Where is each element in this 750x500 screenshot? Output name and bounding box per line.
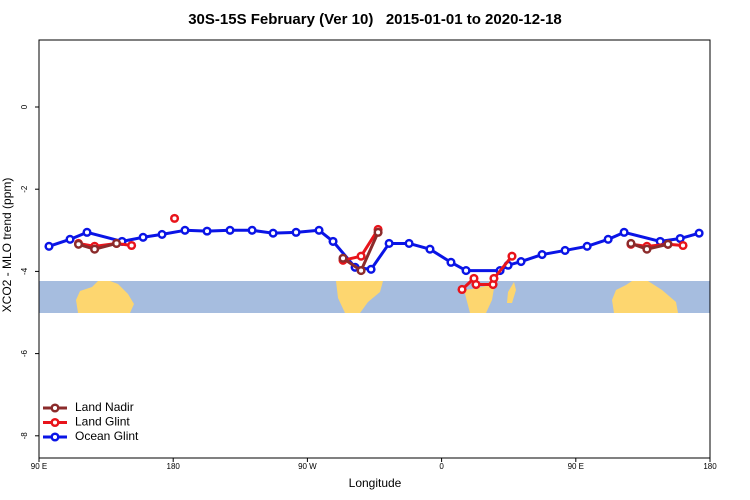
legend-marker bbox=[50, 432, 60, 442]
data-point bbox=[626, 238, 636, 249]
data-point bbox=[202, 226, 212, 236]
series bbox=[73, 227, 673, 276]
data-point bbox=[180, 225, 190, 235]
y-axis-label: XCO2 - MLO trend (ppm) bbox=[0, 178, 14, 313]
y-tick-label: 0 bbox=[20, 104, 29, 109]
chart-title: 30S-15S February (Ver 10) 2015-01-01 to … bbox=[188, 11, 562, 28]
data-point bbox=[461, 266, 471, 276]
data-point bbox=[127, 240, 137, 251]
x-tick-label: 180 bbox=[703, 462, 717, 471]
legend-label: Land Glint bbox=[75, 415, 130, 429]
data-point bbox=[90, 244, 100, 254]
legend-label: Ocean Glint bbox=[75, 429, 139, 443]
data-point bbox=[694, 228, 704, 238]
data-point bbox=[291, 227, 301, 237]
data-point bbox=[328, 236, 338, 246]
data-point bbox=[373, 227, 383, 237]
data-point bbox=[404, 238, 414, 249]
data-point bbox=[44, 241, 54, 251]
data-point bbox=[111, 238, 122, 249]
data-point bbox=[603, 234, 613, 244]
data-point bbox=[157, 229, 167, 239]
y-tick-label: -6 bbox=[20, 350, 29, 358]
data-point bbox=[582, 241, 592, 251]
legend-marker bbox=[50, 417, 60, 428]
x-axis-label: Longitude bbox=[349, 476, 402, 490]
data-point bbox=[138, 232, 148, 242]
x-tick-label: 90 E bbox=[568, 462, 584, 471]
y-tick-label: -8 bbox=[20, 432, 29, 440]
series-line bbox=[78, 228, 684, 291]
data-point bbox=[268, 228, 278, 238]
data-point bbox=[169, 213, 180, 223]
data-point bbox=[642, 244, 652, 254]
data-point bbox=[366, 264, 376, 274]
map-strip bbox=[39, 281, 710, 313]
data-point bbox=[537, 249, 547, 260]
data-point bbox=[675, 233, 685, 244]
data-point bbox=[619, 227, 629, 237]
data-point bbox=[663, 239, 673, 249]
data-point bbox=[314, 225, 324, 235]
data-point bbox=[82, 227, 92, 237]
x-tick-label: 90 E bbox=[31, 462, 47, 471]
x-tick-label: 180 bbox=[167, 462, 181, 471]
data-point bbox=[457, 284, 467, 295]
legend-marker bbox=[50, 403, 60, 413]
data-point bbox=[65, 234, 75, 244]
data-point bbox=[446, 257, 456, 267]
data-point bbox=[225, 225, 235, 235]
data-point bbox=[356, 266, 366, 276]
y-tick-label: -4 bbox=[20, 267, 29, 275]
data-point bbox=[384, 238, 394, 249]
plot-frame bbox=[38, 39, 711, 459]
data-point bbox=[560, 245, 570, 255]
x-tick-label: 90 W bbox=[298, 462, 317, 471]
data-point bbox=[425, 244, 435, 254]
data-point bbox=[73, 239, 84, 249]
data-point bbox=[489, 273, 499, 283]
data-point bbox=[471, 280, 481, 290]
data-point bbox=[516, 256, 526, 267]
data-point bbox=[247, 225, 257, 235]
data-point bbox=[356, 251, 366, 261]
data-point bbox=[338, 253, 348, 263]
data-point bbox=[678, 240, 688, 251]
x-tick-label: 0 bbox=[439, 462, 444, 471]
data-point bbox=[507, 251, 517, 261]
legend-label: Land Nadir bbox=[75, 400, 134, 414]
y-tick-label: -2 bbox=[20, 185, 29, 193]
